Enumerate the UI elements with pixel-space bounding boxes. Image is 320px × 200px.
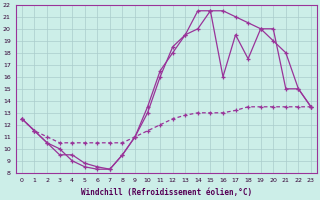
X-axis label: Windchill (Refroidissement éolien,°C): Windchill (Refroidissement éolien,°C): [81, 188, 252, 197]
